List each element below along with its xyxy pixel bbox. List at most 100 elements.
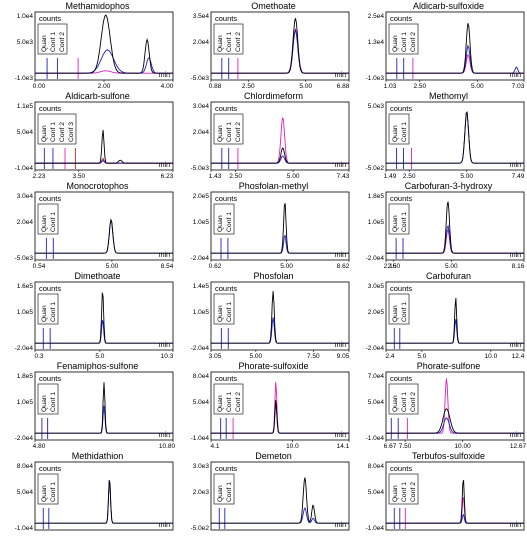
y-tick-mid: 2.0e4 xyxy=(17,219,34,226)
x-unit-label: min xyxy=(335,342,346,349)
x-tick-label: 2.50 xyxy=(229,173,242,180)
y-tick-bottom: -1.0e3 xyxy=(366,75,385,82)
x-unit-label: min xyxy=(159,342,170,349)
x-tick-label: 8.54 xyxy=(161,263,174,270)
series-trace xyxy=(35,129,173,164)
y-tick-mid: 2.0e4 xyxy=(193,129,210,136)
panel-title: Fenamiphos-sulfone xyxy=(57,361,139,371)
legend-entry: Quan xyxy=(41,35,48,52)
panel-title: Carbofuran xyxy=(426,271,471,281)
series-trace xyxy=(35,14,173,74)
x-unit-label: min xyxy=(335,522,346,529)
x-tick-label: 5.00 xyxy=(106,263,119,270)
y-tick-mid: 1.0e5 xyxy=(193,219,210,226)
y-tick-bottom: -2.0e4 xyxy=(191,255,210,262)
legend-box xyxy=(37,293,59,325)
x-tick-label: 6.88 xyxy=(337,83,350,90)
legend-entry: Quan xyxy=(392,215,399,232)
legend-box xyxy=(37,473,59,505)
x-tick-label: 6.23 xyxy=(161,173,174,180)
y-unit-label: counts xyxy=(39,194,61,203)
y-unit-label: counts xyxy=(39,14,61,23)
legend-entry: Conf 3 xyxy=(68,122,75,142)
x-tick-label: 3.05 xyxy=(209,353,222,360)
x-tick-label: 0.54 xyxy=(33,263,46,270)
y-unit-label: counts xyxy=(39,464,61,473)
y-tick-bottom: -2.0e4 xyxy=(15,435,34,442)
x-tick-label: 4.00 xyxy=(161,83,174,90)
legend-box xyxy=(213,203,235,235)
y-tick-top: 5.0e3 xyxy=(368,103,385,110)
y-unit-label: counts xyxy=(215,374,237,383)
y-tick-mid: 5.0e3 xyxy=(17,39,34,46)
y-tick-top: 1.8e5 xyxy=(17,373,34,380)
series-trace xyxy=(211,18,349,74)
x-tick-label: 9.05 xyxy=(337,353,350,360)
x-tick-label: 2.50 xyxy=(403,173,416,180)
x-tick-label: 5.00 xyxy=(280,263,293,270)
x-tick-label: 10.0 xyxy=(286,443,299,450)
x-tick-label: 1.49 xyxy=(384,173,397,180)
x-unit-label: min xyxy=(335,72,346,79)
legend-box xyxy=(213,23,244,55)
y-tick-mid: 2.0e5 xyxy=(368,309,385,316)
legend-entry: Conf 1 xyxy=(226,302,233,322)
legend-entry: Conf 1 xyxy=(226,212,233,232)
chromatogram-panel: Methidathion 8.0e4 5.0e4 -1.0e4 min counts Qua… xyxy=(15,451,174,532)
series-trace xyxy=(211,203,349,254)
legend-entry: Conf 2 xyxy=(59,122,66,142)
x-tick-label: 0.3 xyxy=(34,353,43,360)
x-tick-label: 7.50 xyxy=(307,353,320,360)
legend-entry: Conf 2 xyxy=(410,32,417,52)
y-tick-bottom: -2.0e4 xyxy=(15,345,34,352)
legend-entry: Quan xyxy=(41,305,48,322)
y-tick-top: 2.0e5 xyxy=(193,193,210,200)
x-tick-label: 7.43 xyxy=(337,173,350,180)
x-tick-label: 10.0 xyxy=(485,353,498,360)
series-trace xyxy=(211,147,349,164)
legend-entry: Conf 1 xyxy=(50,32,57,52)
y-tick-mid: 1.0e5 xyxy=(17,399,34,406)
y-unit-label: counts xyxy=(390,194,412,203)
x-unit-label: min xyxy=(510,162,521,169)
series-trace xyxy=(35,382,173,434)
y-tick-top: 1.8e5 xyxy=(368,193,385,200)
series-trace xyxy=(211,400,349,434)
series-trace xyxy=(35,217,173,254)
x-tick-label: 2.50 xyxy=(387,263,400,270)
legend-box xyxy=(388,473,419,505)
legend-entry: Conf 2 xyxy=(235,122,242,142)
legend-entry: Quan xyxy=(392,125,399,142)
y-unit-label: counts xyxy=(390,464,412,473)
legend-entry: Conf 2 xyxy=(410,482,417,502)
legend-entry: Conf 1 xyxy=(50,482,57,502)
x-unit-label: min xyxy=(335,252,346,259)
panel-title: Phosfolan-methyl xyxy=(239,181,309,191)
legend-entry: Conf 1 xyxy=(226,122,233,142)
legend-entry: Quan xyxy=(41,215,48,232)
y-tick-mid: 5.0e4 xyxy=(17,129,34,136)
x-unit-label: min xyxy=(159,432,170,439)
legend-entry: Quan xyxy=(217,395,224,412)
panel-title: Carbofuran-3-hydroxy xyxy=(405,181,493,191)
y-tick-bottom: -1.0e4 xyxy=(15,525,34,532)
x-unit-label: min xyxy=(510,522,521,529)
y-tick-mid: 5.0e4 xyxy=(17,489,34,496)
y-tick-bottom: -5.0e2 xyxy=(191,525,210,532)
x-unit-label: min xyxy=(510,72,521,79)
panel-title: Monocrotophos xyxy=(66,181,129,191)
legend-entry: Conf 2 xyxy=(235,32,242,52)
legend-entry: Conf 2 xyxy=(235,392,242,412)
y-tick-top: 3.0e4 xyxy=(193,103,210,110)
y-tick-top: 3.0e4 xyxy=(17,193,34,200)
legend-entry: Conf 1 xyxy=(50,212,57,232)
